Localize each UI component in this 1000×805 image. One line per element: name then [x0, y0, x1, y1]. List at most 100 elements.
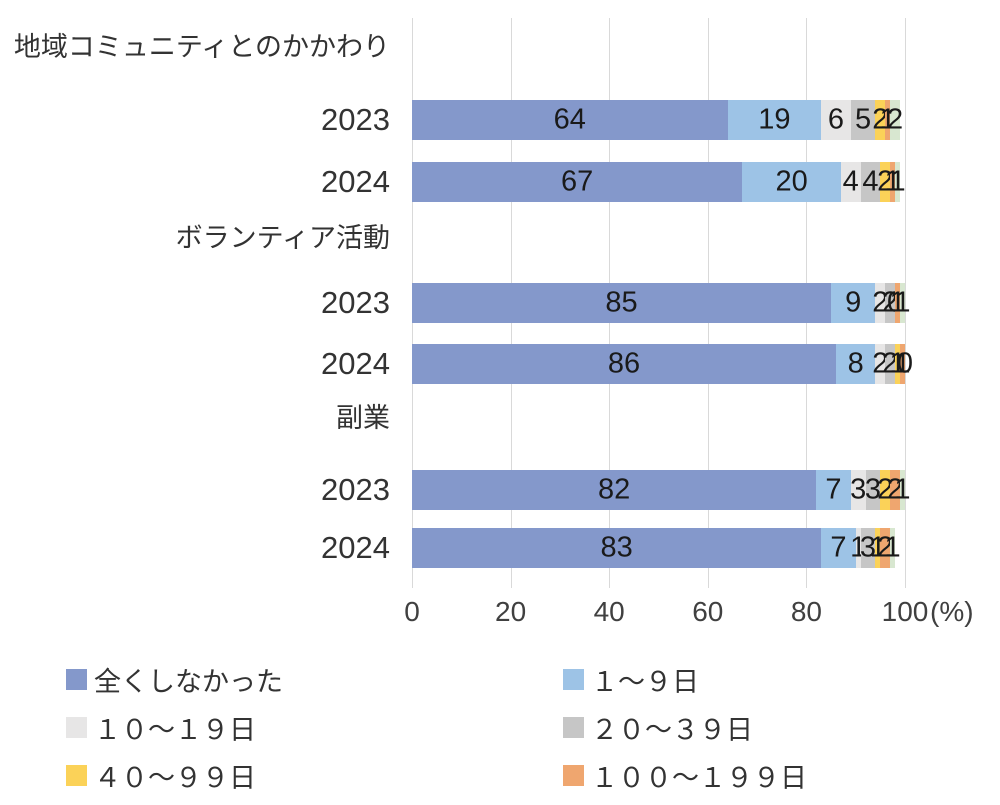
bar-segment: 2 [872, 100, 889, 140]
bar-segment: 1 [885, 528, 901, 568]
segment-value-label: 1 [894, 286, 911, 319]
bar-row: 64 19 6 5 2 1 2 [412, 100, 905, 140]
segment-value-label: 86 [607, 347, 641, 380]
legend-item: １〜９日 [563, 660, 807, 699]
bar-segment: 86 [412, 344, 836, 384]
bar-segment: 8 [835, 344, 876, 384]
segment-value-label: 4 [842, 165, 859, 198]
legend: 全くしなかった １〜９日 １０〜１９日 ２０〜３９日 ４０〜９９日 １００〜１９９日 [66, 660, 807, 795]
segment-value-label: 67 [561, 165, 594, 198]
legend-label: ２０〜３９日 [591, 715, 753, 745]
year-label: 2024 [321, 346, 390, 381]
legend-label: １０〜１９日 [94, 715, 256, 745]
segment-value-label: 2 [872, 286, 889, 319]
segment-value-label: 4 [862, 165, 879, 198]
segment-value-label: 83 [600, 531, 633, 564]
bar-segment: 2 [877, 162, 894, 202]
bar-segment: 3 [859, 528, 877, 568]
x-tick-label: 60 [692, 596, 724, 627]
bar-segment: 3 [850, 470, 867, 510]
segment-value-label: 1 [884, 531, 901, 564]
x-tick-label: 100 [881, 596, 929, 627]
segment-value-label: 2 [887, 103, 904, 136]
bar-segment: 2 [877, 528, 894, 568]
year-label: 2024 [321, 164, 390, 199]
bar-segment: 2 [872, 283, 889, 323]
segment-value-label: 2 [872, 103, 889, 136]
legend-swatch [563, 717, 584, 738]
segment-value-label: 19 [758, 103, 791, 136]
legend-swatch [563, 765, 584, 786]
legend-swatch [66, 765, 87, 786]
segment-value-label: 1 [889, 165, 906, 198]
segment-value-label: 7 [830, 531, 847, 564]
segment-value-label: 1 [894, 347, 911, 380]
legend-item: 全くしなかった [66, 660, 563, 699]
segment-value-label: 3 [850, 473, 867, 506]
segment-value-label: 2 [877, 473, 894, 506]
bar-segment: 2 [882, 344, 899, 384]
bar-segment: 7 [816, 470, 851, 510]
bar-segment: 85 [412, 283, 832, 323]
year-label: 2023 [321, 285, 390, 320]
bar-row: 82 7 3 3 2 2 1 [412, 470, 911, 510]
bar-segment: 83 [412, 528, 822, 568]
segment-value-label: 3 [859, 531, 877, 564]
bar-segment: 82 [412, 470, 817, 510]
segment-value-label: 6 [827, 103, 845, 136]
group-label: ボランティア活動 [175, 223, 390, 253]
legend-swatch [66, 669, 87, 690]
segment-value-label: 85 [605, 286, 638, 319]
year-label: 2023 [321, 102, 390, 137]
bar-segment: 1 [894, 283, 911, 323]
legend-label: １００〜１９９日 [591, 763, 807, 793]
segment-value-label: 82 [597, 473, 631, 506]
x-tick-label: 0 [404, 596, 420, 627]
segment-value-label: 2 [877, 165, 894, 198]
segment-value-label: 2 [887, 473, 904, 506]
bar-segment: 4 [840, 162, 861, 202]
bar-segment: 7 [821, 528, 856, 568]
bar-segment: 4 [860, 162, 881, 202]
segment-value-label: 2 [882, 286, 899, 319]
segment-value-label: 20 [775, 165, 808, 198]
legend-swatch [66, 717, 87, 738]
segment-value-label: 1 [894, 473, 911, 506]
bar-segment: 1 [894, 344, 911, 384]
bar-segment: 3 [865, 470, 881, 510]
segment-value-label: 5 [854, 103, 872, 136]
x-tick-label: 40 [593, 596, 625, 627]
bar-segment: 64 [412, 100, 728, 140]
legend-label: 全くしなかった [94, 667, 283, 697]
legend-label: ４０〜９９日 [94, 763, 256, 793]
legend-label: １〜９日 [591, 667, 699, 697]
segment-value-label: 0 [896, 347, 914, 380]
group-label: 副業 [336, 403, 390, 433]
bar-segment: 2 [887, 100, 904, 140]
segment-value-label: 8 [847, 347, 864, 380]
bar-segment: 19 [727, 100, 822, 140]
bar-row: 86 8 2 2 1 1 0 [412, 344, 913, 384]
bar-segment: 67 [412, 162, 743, 202]
segment-value-label: 2 [872, 347, 889, 380]
bar-row: 83 7 1 3 1 2 1 [412, 528, 905, 568]
x-tick-label: 20 [495, 596, 527, 627]
legend-swatch [563, 669, 584, 690]
bar-row: 67 20 4 4 2 1 1 [412, 162, 906, 202]
bar-segment: 9 [831, 283, 876, 323]
year-label: 2023 [321, 472, 390, 507]
bar-segment: 6 [821, 100, 851, 140]
year-label: 2024 [321, 530, 390, 565]
segment-value-label: 7 [825, 473, 842, 506]
bar-segment: 5 [850, 100, 876, 140]
gridline [905, 18, 906, 588]
legend-item: ２０〜３９日 [563, 708, 807, 747]
segment-value-label: 9 [845, 286, 862, 319]
segment-value-label: 2 [882, 347, 899, 380]
bar-row: 85922011 [412, 283, 911, 323]
segment-value-label: 2 [877, 531, 894, 564]
bar-segment: 2 [882, 283, 899, 323]
segment-value-label: 64 [553, 103, 586, 136]
bar-segment: 1 [889, 162, 906, 202]
